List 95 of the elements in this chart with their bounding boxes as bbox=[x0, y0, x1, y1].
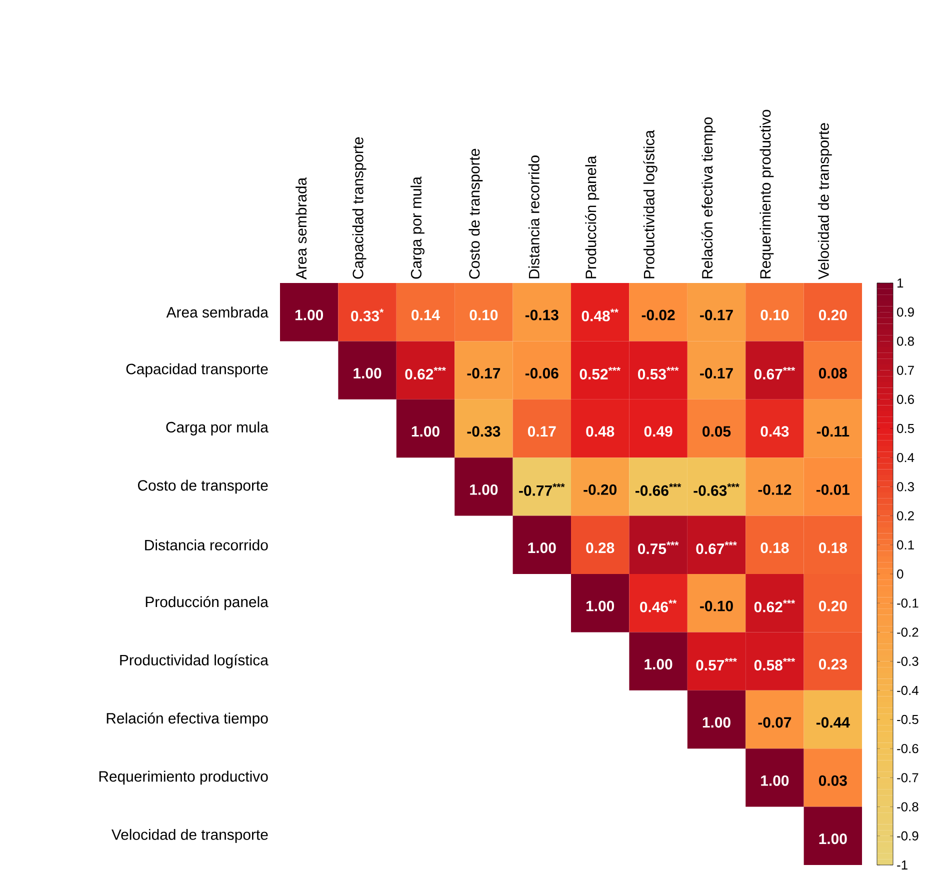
y-tick-label: Relación efectiva tiempo bbox=[106, 712, 268, 727]
data-label: 1.00 bbox=[412, 426, 440, 437]
y-tick-label: Costo de transporte bbox=[138, 480, 268, 494]
data-label: 0.52$^{***}$ bbox=[580, 366, 620, 380]
data-label: 1.00 bbox=[470, 484, 498, 495]
data-label: 1.00 bbox=[761, 775, 789, 786]
data-label: -0.07 bbox=[758, 717, 792, 728]
data-label: -0.17 bbox=[700, 368, 733, 378]
color-bar-label: -0.9 bbox=[897, 831, 918, 840]
color-bar-label: 0.1 bbox=[897, 540, 914, 550]
color-bar-label: -1 bbox=[897, 860, 908, 870]
data-label: -0.13 bbox=[525, 310, 558, 320]
data-label: 0.46$^{**}$ bbox=[640, 600, 677, 612]
data-label: 0.03 bbox=[818, 775, 847, 786]
color-bar-label: -0.7 bbox=[897, 773, 918, 782]
y-tick-label: Requerimiento productivo bbox=[99, 770, 268, 785]
data-label: -0.33 bbox=[467, 426, 500, 437]
color-bar-label: 0.3 bbox=[897, 482, 914, 492]
data-label: 1.00 bbox=[586, 600, 614, 612]
color-bar-label: -0.6 bbox=[897, 744, 918, 754]
data-label: -0.01 bbox=[816, 484, 850, 495]
data-label: 1.00 bbox=[702, 717, 730, 728]
color-bar-label: 0.9 bbox=[897, 308, 914, 317]
data-label: 1.00 bbox=[528, 542, 556, 554]
data-label: 0.20 bbox=[818, 600, 847, 612]
data-label: 0.43 bbox=[760, 426, 789, 437]
data-label: -0.66$^{***}$ bbox=[635, 483, 682, 496]
data-label: -0.77$^{***}$ bbox=[519, 483, 565, 496]
y-tick-label: Area sembrada bbox=[166, 306, 268, 318]
data-label: 0.58$^{***}$ bbox=[754, 658, 796, 670]
data-label: 0.10 bbox=[760, 310, 789, 320]
data-label: -0.17 bbox=[700, 310, 733, 320]
data-label: 1.00 bbox=[819, 834, 847, 844]
data-label: -0.10 bbox=[700, 600, 733, 612]
data-label: 0.49 bbox=[644, 426, 672, 437]
x-tick-label: Requerimiento productivo bbox=[760, 110, 774, 278]
data-label: 0.10 bbox=[470, 310, 498, 320]
color-bar-label: 0 bbox=[897, 569, 904, 579]
color-bar-label: 0.7 bbox=[897, 366, 914, 375]
data-label: 0.67$^{***}$ bbox=[754, 366, 796, 380]
data-label: -0.17 bbox=[467, 368, 500, 378]
x-tick-label: Capacidad transporte bbox=[352, 137, 366, 279]
data-label: -0.11 bbox=[816, 426, 850, 437]
y-tick-label: Distancia recorrido bbox=[145, 539, 268, 550]
data-label: 0.48$^{**}$ bbox=[582, 308, 618, 322]
data-label: 0.08 bbox=[818, 368, 847, 378]
x-tick-label: Velocidad de transporte bbox=[818, 123, 832, 280]
data-label: 0.75$^{***}$ bbox=[638, 542, 679, 554]
data-label: 0.18 bbox=[760, 542, 789, 554]
data-label: 0.17 bbox=[528, 426, 556, 437]
data-label: -0.02 bbox=[642, 310, 675, 320]
data-label: -0.06 bbox=[525, 368, 558, 378]
data-label: -0.20 bbox=[584, 484, 617, 495]
color-bar-label: 0.8 bbox=[897, 336, 914, 346]
data-label: 0.62$^{***}$ bbox=[754, 600, 796, 612]
x-tick-label: Productividad logística bbox=[643, 130, 658, 278]
data-label: 0.05 bbox=[702, 426, 731, 437]
data-label: 1.00 bbox=[295, 310, 324, 320]
color-bar-label: 0.4 bbox=[897, 453, 914, 462]
y-tick-label: Capacidad transporte bbox=[126, 363, 268, 378]
data-label: 0.28 bbox=[586, 542, 614, 554]
data-label: -0.44 bbox=[816, 717, 850, 728]
color-bar-label: -0.1 bbox=[897, 598, 918, 608]
data-label: -0.12 bbox=[758, 484, 792, 495]
x-tick-label: Costo de transporte bbox=[468, 148, 483, 279]
x-tick-label: Producción panela bbox=[585, 156, 600, 278]
x-tick-label: Relación efectiva tiempo bbox=[701, 117, 716, 278]
color-bar-label: 0.5 bbox=[897, 424, 914, 434]
color-bar-label: 0.6 bbox=[897, 394, 914, 404]
data-label: 0.48 bbox=[586, 426, 614, 437]
data-label: 1.00 bbox=[644, 658, 672, 670]
data-label: 0.57$^{***}$ bbox=[696, 658, 737, 670]
y-tick-label: Productividad logística bbox=[120, 654, 268, 668]
y-tick-label: Velocidad de transporte bbox=[112, 828, 268, 843]
data-label: 0.20 bbox=[818, 310, 847, 320]
data-label: 0.14 bbox=[412, 310, 440, 320]
data-label: 0.67$^{***}$ bbox=[696, 542, 737, 554]
color-bar-label: 0.2 bbox=[897, 511, 914, 520]
color-bar-label: -0.5 bbox=[897, 714, 918, 724]
x-tick-label: Carga por mula bbox=[410, 176, 424, 279]
data-label: -0.63$^{***}$ bbox=[694, 483, 740, 496]
color-bar-label: 1 bbox=[898, 278, 904, 288]
data-label: 0.23 bbox=[818, 658, 847, 670]
color-bar-label: -0.3 bbox=[897, 656, 918, 666]
y-tick-label: Carga por mula bbox=[166, 422, 268, 436]
data-label: 0.53$^{***}$ bbox=[638, 366, 679, 380]
data-label: 0.18 bbox=[818, 542, 847, 554]
color-bar-label: -0.2 bbox=[897, 628, 918, 637]
y-tick-label: Producción panela bbox=[146, 596, 268, 610]
x-tick-label: Distancia recorrido bbox=[528, 156, 540, 278]
color-bar-label: -0.4 bbox=[897, 686, 918, 695]
data-label: 0.33$^{*}$ bbox=[351, 308, 384, 322]
data-label: 0.62$^{***}$ bbox=[405, 366, 446, 380]
color-bar-label: -0.8 bbox=[897, 802, 918, 812]
data-label: 1.00 bbox=[354, 368, 382, 378]
